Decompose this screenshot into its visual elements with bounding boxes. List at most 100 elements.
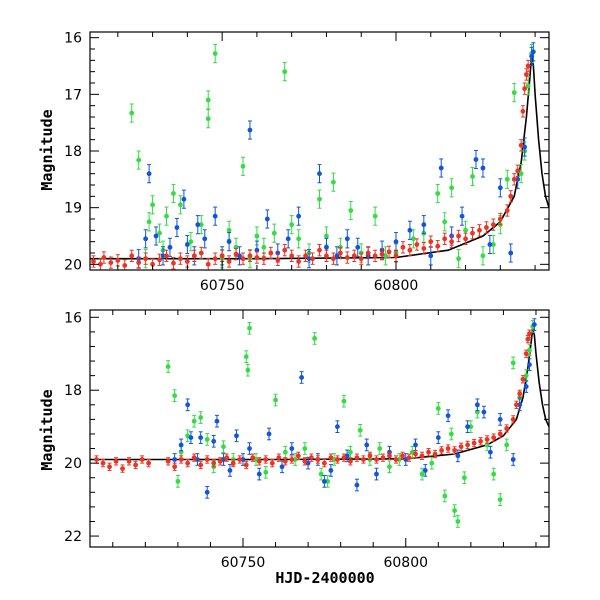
top-red-point	[247, 249, 253, 262]
bottom-y-axis-label: Magnitude	[38, 389, 56, 470]
bottom-blue-point	[335, 420, 340, 434]
bottom-blue-point	[221, 453, 226, 466]
top-red-point	[442, 232, 448, 245]
top-green-point	[410, 229, 416, 249]
bottom-green-point	[204, 433, 210, 446]
top-green-point	[331, 172, 336, 192]
bottom-blue-point	[364, 438, 370, 452]
bottom-green-point	[527, 343, 532, 357]
top-green-point	[456, 249, 461, 269]
top-x-tick-label: 60750	[200, 278, 245, 294]
top-green-point	[490, 234, 496, 255]
bottom-red-point	[458, 442, 464, 451]
top-blue-point	[393, 232, 399, 252]
bottom-red-point	[250, 453, 256, 462]
bottom-red-point	[107, 462, 112, 471]
top-green-point	[442, 212, 448, 232]
bottom-red-point	[224, 453, 230, 462]
bottom-blue-point	[227, 464, 233, 477]
bottom-y-tick-label: 18	[64, 383, 82, 399]
bottom-red-point	[484, 435, 490, 444]
bottom-green-point	[175, 475, 181, 488]
top-red-point	[372, 249, 378, 262]
top-blue-point	[184, 234, 190, 255]
bottom-blue-point	[289, 442, 295, 455]
bottom-blue-point	[465, 420, 471, 434]
top-blue-point	[355, 237, 361, 257]
top-red-point	[261, 252, 267, 265]
bottom-red-point	[361, 455, 366, 464]
bottom-green-point	[198, 411, 204, 424]
bottom-y-tick-label: 16	[64, 310, 82, 326]
top-blue-point	[237, 246, 242, 266]
top-red-point	[365, 246, 371, 260]
top-red-point	[393, 249, 399, 262]
bottom-blue-point	[247, 442, 252, 455]
top-red-point	[477, 224, 482, 237]
bottom-red-point	[413, 449, 418, 459]
bottom-plot-frame	[89, 309, 550, 548]
top-y-tick-label: 20	[64, 257, 82, 273]
top-blue-point	[497, 178, 503, 198]
top-red-point	[449, 235, 455, 248]
top-green-point	[289, 215, 295, 235]
top-red-point	[282, 244, 288, 257]
top-blue-point	[428, 246, 434, 266]
top-red-point	[504, 204, 510, 217]
bottom-red-point	[432, 449, 438, 459]
top-red-point	[191, 249, 197, 262]
bottom-green-point	[282, 445, 288, 459]
bottom-red-point	[165, 457, 171, 466]
bottom-blue-point	[211, 434, 217, 448]
top-red-point	[91, 255, 96, 268]
top-green-point	[146, 212, 152, 232]
top-green-point	[271, 223, 277, 243]
bottom-red-point	[419, 451, 425, 460]
top-red-point	[198, 246, 204, 260]
bottom-red-point	[198, 460, 204, 470]
bottom-x-axis-label: HJD-2400000	[275, 569, 374, 587]
bottom-red-point	[525, 335, 531, 344]
bottom-green-point	[357, 423, 363, 437]
bottom-blue-point	[256, 467, 262, 481]
bottom-green-point	[302, 442, 308, 455]
bottom-red-point	[230, 458, 236, 468]
top-red-point	[463, 232, 468, 245]
top-red-point	[515, 164, 521, 177]
top-blue-point	[153, 226, 159, 246]
bottom-red-point	[497, 429, 503, 439]
bottom-red-point	[243, 460, 249, 470]
bottom-green-point	[429, 456, 435, 470]
top-green-point	[504, 169, 510, 189]
bottom-red-point	[510, 415, 516, 424]
bottom-blue-point	[204, 485, 210, 499]
top-blue-point	[202, 229, 208, 249]
bottom-blue-point	[374, 467, 379, 481]
bottom-blue-point	[497, 413, 503, 426]
top-red-point	[508, 190, 514, 203]
top-blue-point	[296, 206, 302, 226]
top-green-point	[282, 62, 288, 82]
top-panel: 60750 60800 16 17 18 19 20	[64, 31, 550, 294]
bottom-red-point	[211, 458, 217, 468]
bottom-red-point	[237, 455, 243, 464]
bottom-red-point	[256, 457, 262, 466]
top-red-point	[520, 105, 526, 118]
bottom-red-point	[478, 437, 484, 446]
top-red-point	[171, 257, 176, 270]
bottom-blue-point	[445, 409, 451, 423]
top-green-point	[198, 215, 204, 235]
bottom-red-point	[217, 457, 223, 466]
top-green-point	[518, 164, 524, 184]
bottom-blue-point	[328, 464, 334, 477]
bottom-blue-point	[354, 478, 360, 492]
bottom-red-point	[185, 458, 191, 468]
top-green-point	[136, 150, 142, 170]
bottom-green-point	[247, 321, 252, 335]
bottom-red-point	[328, 453, 334, 462]
top-blue-point	[181, 189, 187, 209]
bottom-red-point	[133, 460, 138, 470]
top-x-tick-label: 60800	[374, 278, 419, 294]
top-green-point	[372, 206, 378, 226]
top-blue-point	[247, 120, 253, 140]
